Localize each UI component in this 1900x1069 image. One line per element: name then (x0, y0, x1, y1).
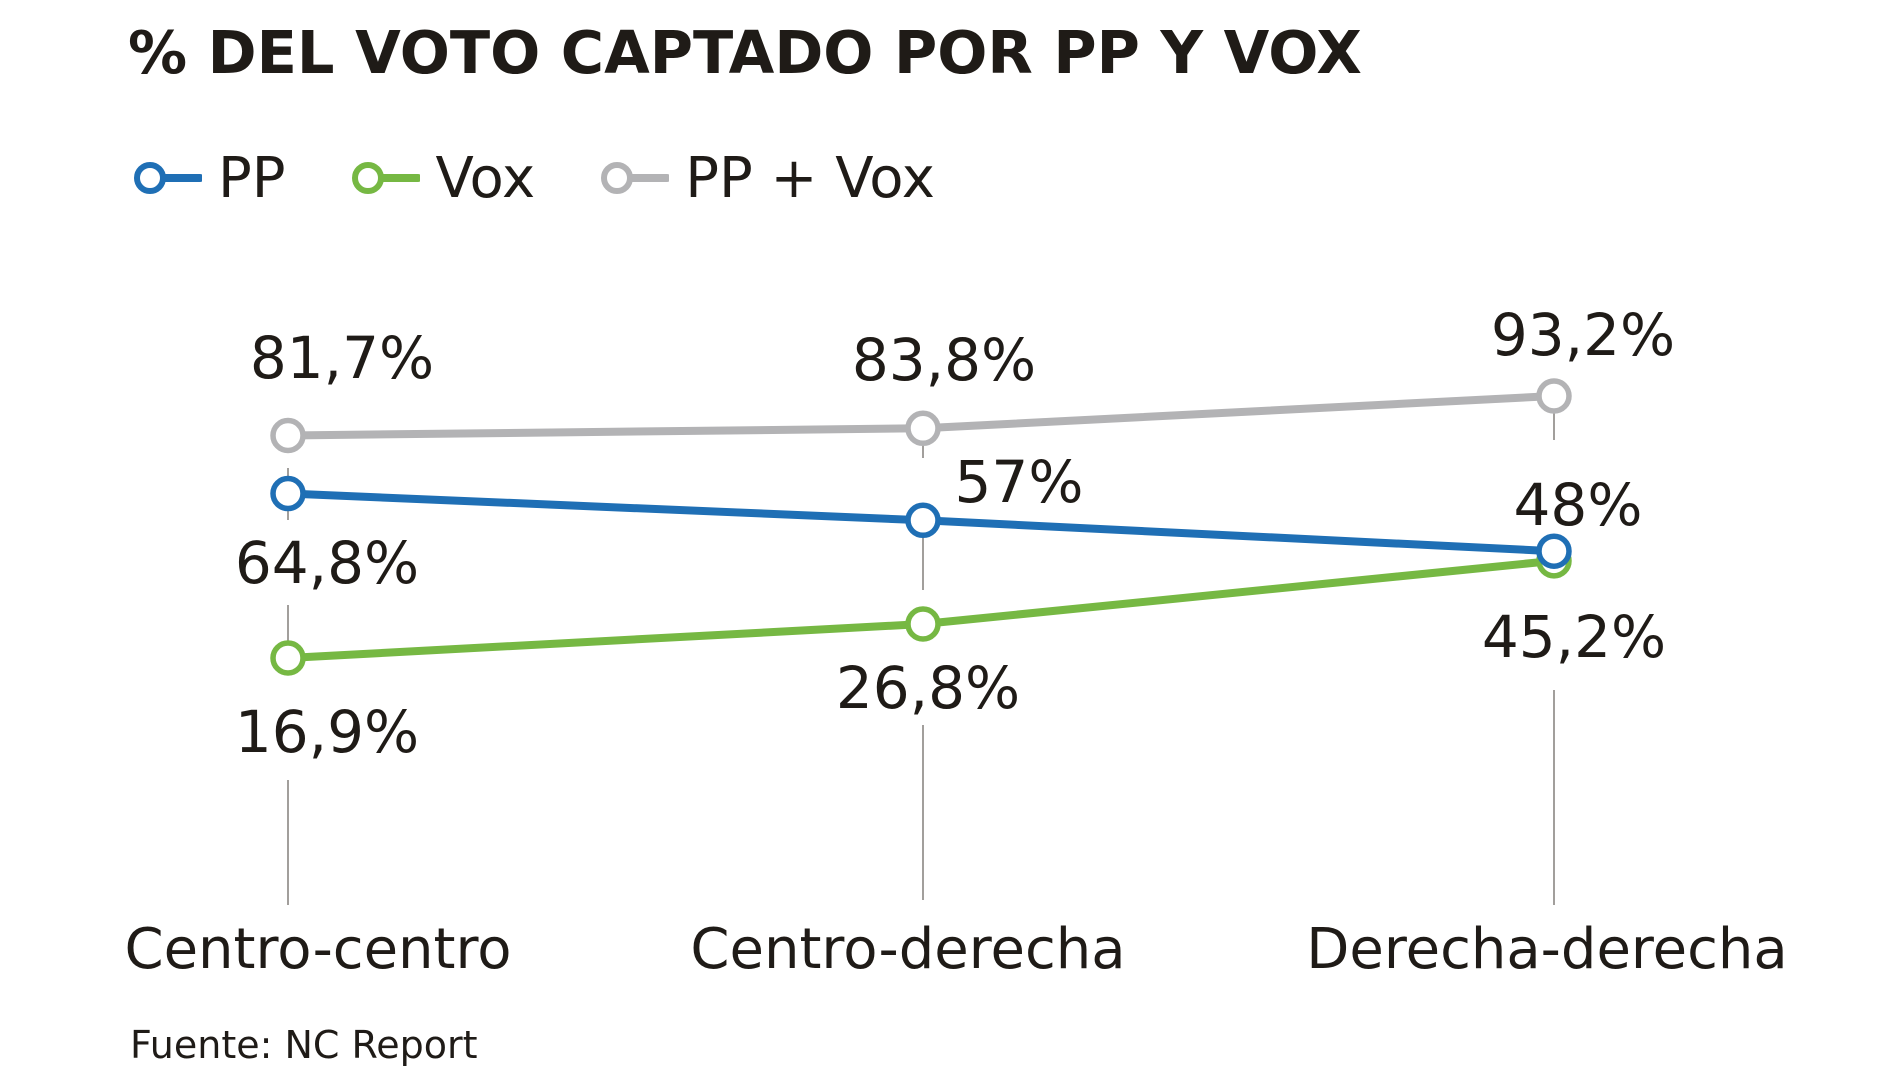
legend-item-vox: Vox (348, 145, 536, 211)
category-label-derecha-derecha: Derecha-derecha (1306, 917, 1787, 982)
legend: PP Vox PP + Vox (130, 138, 997, 218)
data-label-pp-centro-derecha: 57% (955, 448, 1084, 516)
data-label-vox-centro-derecha: 26,8% (836, 654, 1020, 722)
category-label-centro-centro: Centro-centro (124, 917, 511, 982)
data-point-pp-vox-centro-derecha (905, 410, 941, 447)
category-label-centro-derecha: Centro-derecha (690, 917, 1125, 982)
legend-item-pp: PP (130, 146, 286, 211)
data-point-pp-centro-centro (270, 475, 306, 512)
data-point-vox-centro-centro (270, 640, 306, 676)
data-label-pp-vox-centro-derecha: 83,8% (852, 326, 1036, 394)
data-label-pp-vox-centro-centro: 81,7% (250, 324, 434, 392)
data-point-vox-centro-derecha (905, 606, 941, 642)
legend-label-pp: PP (218, 145, 286, 211)
chart-title: % DEL VOTO CAPTADO POR PP Y VOX (128, 18, 1362, 87)
legend-label-pp-vox: PP + Vox (685, 145, 935, 211)
data-point-pp-vox-centro-centro (270, 417, 306, 454)
legend-swatch-pp (134, 162, 202, 194)
legend-swatch-pp-vox (601, 162, 670, 194)
legend-swatch-vox (351, 162, 420, 194)
data-point-pp-centro-derecha (905, 502, 941, 539)
data-label-pp-vox-derecha-derecha: 93,2% (1491, 301, 1675, 369)
data-point-pp-vox-derecha-derecha (1536, 378, 1572, 414)
legend-label-vox: Vox (435, 145, 536, 211)
source-note: Fuente: NC Report (130, 1023, 478, 1067)
data-label-vox-derecha-derecha: 45,2% (1482, 603, 1666, 671)
data-label-pp-centro-centro: 64,8% (235, 529, 419, 597)
legend-item-pp-vox: PP + Vox (597, 146, 935, 211)
data-label-pp-derecha-derecha: 48% (1514, 471, 1643, 539)
data-label-vox-centro-centro: 16,9% (235, 698, 419, 766)
data-point-pp-derecha-derecha (1536, 533, 1572, 569)
